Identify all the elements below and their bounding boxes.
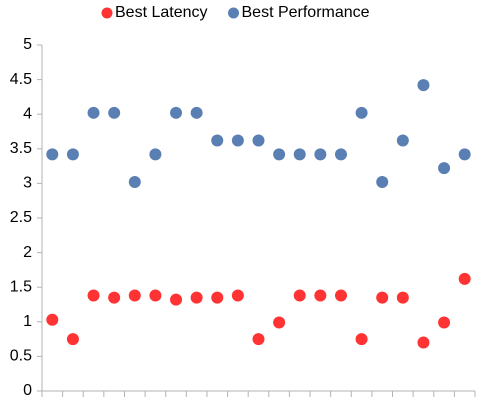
point — [252, 134, 265, 147]
point — [293, 148, 306, 161]
point — [396, 134, 409, 147]
point — [355, 333, 368, 346]
point — [66, 148, 79, 161]
point — [458, 272, 471, 285]
y-tick-label: 4 — [23, 105, 32, 122]
point — [190, 291, 203, 304]
y-tick-label: 0 — [23, 382, 32, 399]
point — [128, 289, 141, 302]
point — [108, 291, 121, 304]
point — [438, 316, 451, 329]
y-tick-label: 3.5 — [10, 140, 32, 157]
point — [66, 333, 79, 346]
point — [376, 176, 389, 189]
point — [334, 148, 347, 161]
point — [396, 291, 409, 304]
point — [170, 293, 183, 306]
point — [149, 289, 162, 302]
point — [438, 162, 451, 175]
legend-label: Best Latency — [115, 4, 208, 21]
point — [211, 134, 224, 147]
point — [149, 148, 162, 161]
point — [293, 289, 306, 302]
point — [231, 134, 244, 147]
point — [87, 106, 100, 119]
y-tick-label: 1.5 — [10, 278, 32, 295]
point — [417, 79, 430, 92]
point — [376, 291, 389, 304]
y-tick-label: 4.5 — [10, 71, 32, 88]
point — [252, 333, 265, 346]
point — [273, 316, 286, 329]
y-tick-label: 3 — [23, 175, 32, 192]
point — [87, 289, 100, 302]
legend-label: Best Performance — [242, 4, 370, 21]
point — [314, 289, 327, 302]
point — [231, 289, 244, 302]
y-tick-label: 1 — [23, 313, 32, 330]
point — [128, 176, 141, 189]
y-tick-label: 2 — [23, 244, 32, 261]
point — [211, 291, 224, 304]
legend-marker — [101, 7, 113, 19]
point — [417, 336, 430, 349]
point — [170, 106, 183, 119]
legend-marker — [228, 7, 239, 19]
point — [46, 148, 59, 161]
point — [273, 148, 286, 161]
point — [190, 106, 203, 119]
point — [108, 106, 121, 119]
point — [355, 106, 368, 119]
y-tick-label: 0.5 — [10, 348, 32, 365]
point — [334, 289, 347, 302]
point — [314, 148, 327, 161]
point — [46, 313, 59, 326]
point — [458, 148, 471, 161]
y-tick-label: 5 — [23, 36, 32, 53]
y-tick-label: 2.5 — [10, 209, 32, 226]
